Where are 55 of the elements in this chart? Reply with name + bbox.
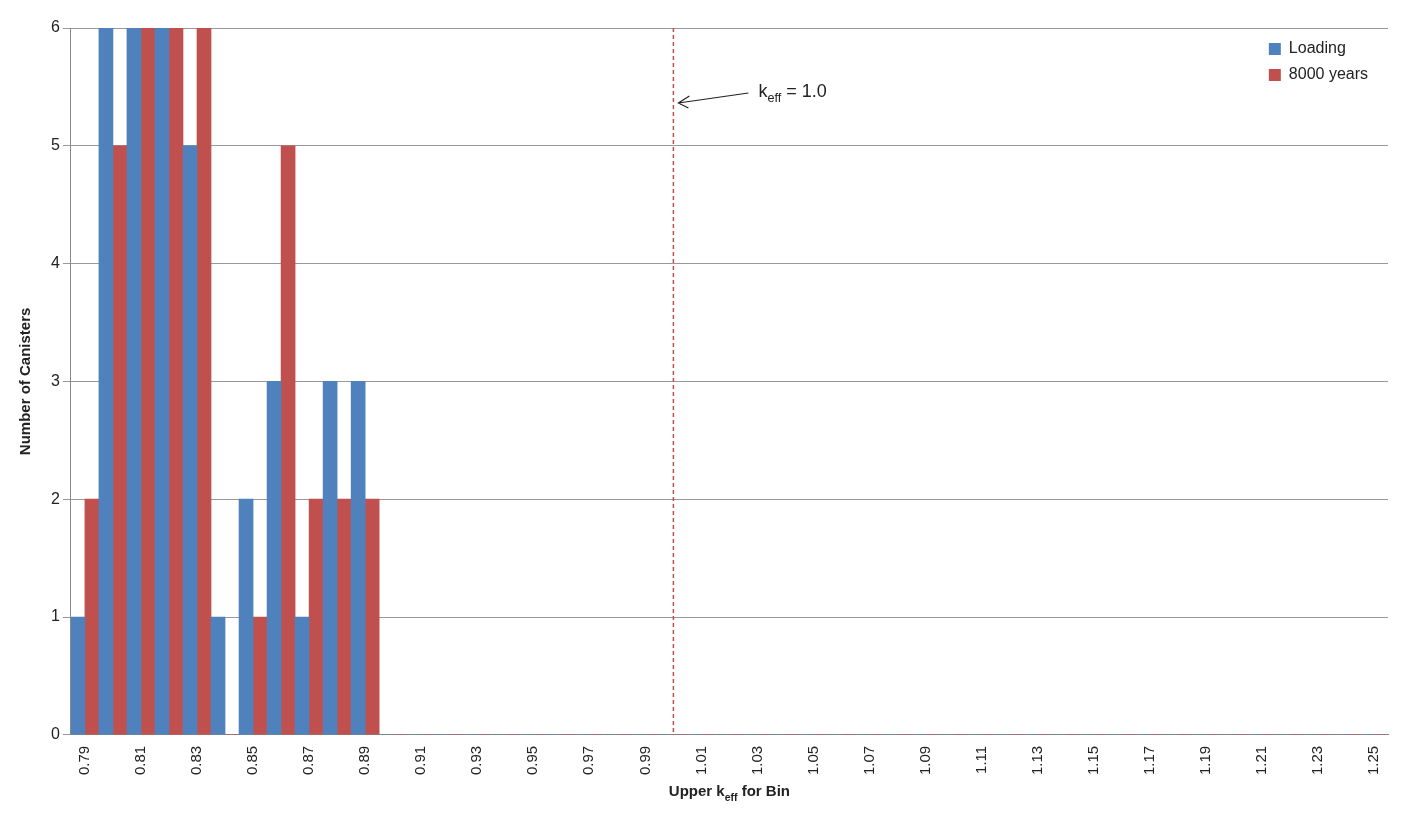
bar	[196, 28, 212, 735]
y-tick-label: 4	[50, 254, 60, 272]
bar	[266, 381, 282, 735]
x-tick-label: 1.09	[915, 745, 933, 776]
x-tick-label: 0.83	[187, 745, 205, 776]
bar	[252, 616, 268, 735]
y-tick-label: 2	[50, 489, 60, 507]
bar	[350, 381, 366, 735]
x-tick-label: 1.13	[1027, 745, 1045, 776]
bar	[140, 28, 156, 735]
bar	[168, 28, 184, 735]
bar	[154, 28, 170, 735]
y-tick-label: 0	[50, 725, 60, 743]
y-tick-label: 5	[50, 136, 60, 154]
y-tick-label: 6	[50, 18, 60, 36]
bar	[210, 616, 226, 735]
y-tick-label: 1	[50, 607, 60, 625]
x-tick-label: 1.25	[1364, 745, 1382, 776]
y-axis-title: Number of Canisters	[16, 307, 33, 456]
x-tick-label: 1.21	[1252, 745, 1270, 776]
legend-label: Loading	[1288, 39, 1346, 57]
bar	[112, 145, 128, 735]
x-tick-label: 0.79	[75, 745, 93, 776]
bar	[294, 616, 310, 735]
y-tick-label: 3	[50, 371, 60, 389]
x-tick-label: 0.89	[355, 745, 373, 776]
x-tick-label: 0.95	[523, 745, 541, 776]
bar	[84, 498, 100, 735]
x-tick-label: 0.81	[131, 745, 149, 776]
bar	[238, 498, 254, 735]
bar	[126, 28, 142, 735]
x-tick-label: 0.97	[579, 745, 597, 776]
bar	[364, 498, 380, 735]
bar	[280, 145, 296, 735]
legend-label: 8000 years	[1288, 65, 1369, 83]
bar	[182, 145, 198, 735]
bar	[98, 28, 114, 735]
x-tick-label: 1.15	[1083, 745, 1101, 776]
bar	[322, 381, 338, 735]
x-tick-label: 1.07	[859, 745, 877, 776]
x-tick-label: 1.05	[803, 745, 821, 776]
x-tick-label: 1.19	[1195, 745, 1213, 776]
bar	[70, 616, 86, 735]
x-tick-label: 1.11	[971, 745, 989, 774]
x-tick-label: 1.03	[747, 745, 765, 776]
x-tick-label: 0.85	[243, 745, 261, 776]
bar	[308, 498, 324, 735]
x-tick-label: 1.01	[691, 745, 709, 776]
x-tick-label: 0.99	[635, 745, 653, 776]
x-tick-label: 0.93	[467, 745, 485, 776]
x-tick-label: 0.87	[299, 745, 317, 776]
x-tick-label: 1.23	[1308, 745, 1326, 776]
x-tick-label: 0.91	[411, 745, 429, 776]
x-tick-label: 1.17	[1139, 745, 1157, 776]
bar	[336, 498, 352, 735]
